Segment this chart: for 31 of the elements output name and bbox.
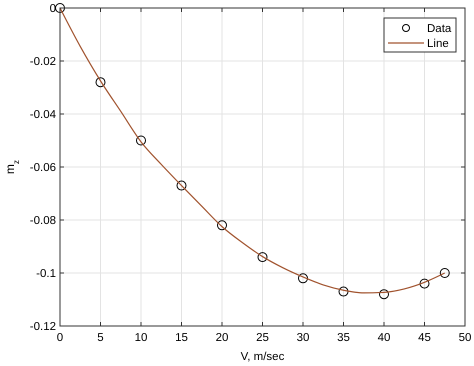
x-tick-label: 35: [337, 332, 350, 344]
y-tick-label: -0.1: [36, 268, 56, 280]
x-tick-label: 15: [175, 332, 188, 344]
point: [217, 220, 227, 230]
point: [136, 136, 146, 146]
point: [298, 273, 308, 284]
point: [379, 289, 389, 300]
y-tick-label: -0.06: [30, 162, 56, 174]
point: [338, 286, 348, 297]
y-tick-label: -0.02: [30, 56, 56, 68]
x-tick-label: 10: [134, 332, 148, 344]
y-tick-label: -0.08: [30, 215, 56, 227]
x-tick-label: 50: [458, 332, 472, 344]
legend-label: Line: [427, 38, 449, 50]
x-axis-title: V, m/sec: [240, 351, 285, 363]
legend-label: Data: [427, 23, 452, 35]
point: [96, 77, 106, 88]
x-tick-label: 20: [216, 332, 228, 344]
x-tick-label: 30: [296, 332, 310, 344]
y-tick-label: -0.12: [30, 321, 56, 333]
y-tick-label: 0: [50, 3, 56, 15]
point: [176, 180, 186, 191]
point: [258, 252, 268, 262]
x-tick-label: 45: [418, 332, 431, 344]
x-tick-label: 5: [97, 332, 104, 344]
point: [440, 268, 450, 278]
y-tick-label: -0.04: [30, 109, 57, 121]
x-tick-label: 25: [256, 332, 269, 344]
x-tick-label: 40: [378, 332, 390, 344]
point: [420, 278, 430, 289]
point: [55, 3, 65, 13]
